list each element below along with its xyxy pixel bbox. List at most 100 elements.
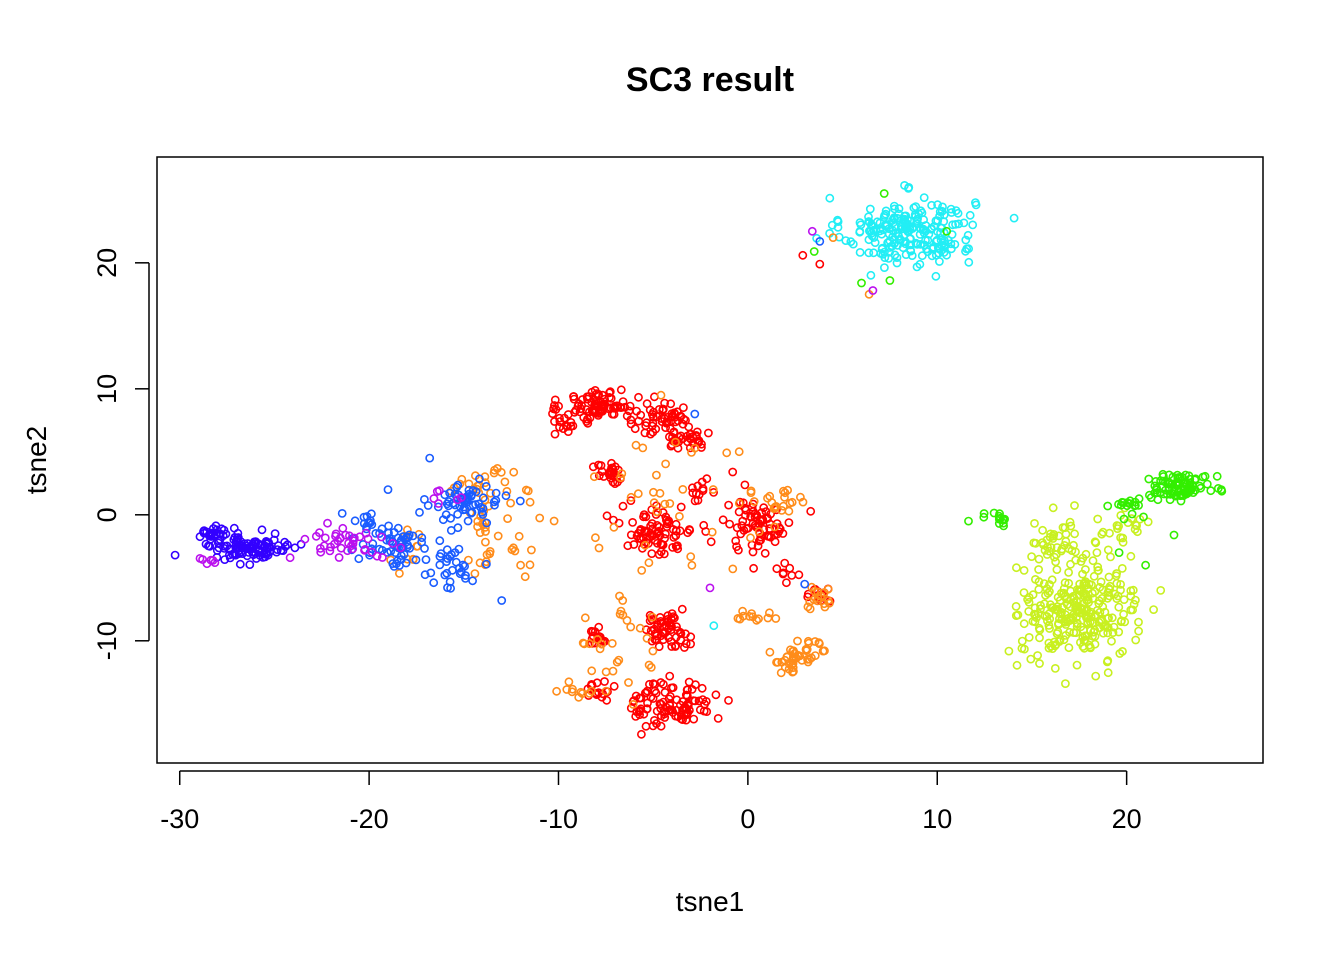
data-point — [1161, 485, 1170, 495]
data-point — [201, 539, 211, 549]
data-point — [772, 564, 782, 574]
data-point — [481, 559, 491, 569]
data-point — [1052, 629, 1062, 638]
data-point — [486, 488, 495, 498]
data-point — [458, 560, 468, 570]
data-point — [333, 536, 343, 546]
data-point — [699, 706, 709, 716]
data-point — [421, 555, 431, 564]
data-point — [884, 253, 894, 263]
data-point — [1085, 642, 1095, 652]
data-point — [1004, 646, 1014, 656]
data-point — [646, 626, 656, 636]
data-point — [485, 547, 495, 556]
data-point — [468, 576, 477, 586]
data-point — [1013, 610, 1023, 620]
data-point — [1019, 619, 1029, 629]
data-point — [665, 671, 675, 681]
data-point — [1092, 548, 1102, 557]
data-point — [653, 620, 662, 630]
data-point — [765, 524, 774, 533]
data-point — [738, 498, 748, 508]
data-point — [640, 428, 650, 438]
data-point — [841, 236, 851, 245]
data-point — [1050, 664, 1060, 673]
data-point — [404, 530, 414, 540]
data-point — [435, 552, 445, 561]
data-point — [510, 546, 520, 556]
data-point — [1107, 613, 1117, 623]
data-point — [1033, 651, 1042, 660]
data-point — [1012, 563, 1021, 573]
data-point — [785, 563, 795, 573]
data-point — [803, 602, 813, 612]
data-point — [979, 512, 989, 522]
data-point — [813, 596, 822, 606]
data-point — [1206, 486, 1216, 496]
data-point — [415, 508, 424, 517]
data-point — [1156, 586, 1166, 595]
data-point — [823, 596, 833, 605]
data-point — [609, 681, 619, 691]
data-point — [481, 481, 491, 491]
data-point — [628, 700, 638, 709]
data-point — [865, 204, 875, 214]
data-point — [594, 622, 604, 632]
data-point — [609, 522, 619, 532]
data-point — [1024, 633, 1034, 642]
data-point — [648, 531, 657, 541]
data-point — [550, 417, 559, 426]
data-point — [1066, 559, 1075, 569]
data-point — [866, 220, 876, 230]
data-point — [1011, 602, 1021, 611]
data-point — [1116, 585, 1125, 595]
data-point — [642, 633, 652, 643]
data-point — [687, 560, 697, 570]
data-point — [444, 497, 454, 506]
data-point — [481, 527, 490, 536]
data-point — [1151, 476, 1161, 486]
data-point — [482, 518, 492, 528]
data-point — [1130, 497, 1140, 507]
data-point — [625, 401, 635, 411]
data-point — [713, 714, 723, 723]
y-tick-label: 0 — [92, 507, 122, 522]
data-point — [938, 202, 947, 212]
data-point — [664, 516, 674, 526]
data-point — [881, 206, 891, 216]
data-point — [679, 403, 688, 412]
data-point — [283, 540, 292, 550]
data-point — [919, 215, 928, 225]
data-point — [1045, 624, 1054, 633]
data-point — [337, 509, 347, 518]
data-point — [933, 243, 943, 253]
data-point — [707, 527, 717, 537]
data-point — [1103, 545, 1113, 555]
data-point — [887, 241, 897, 251]
data-point — [890, 204, 899, 214]
data-point — [601, 667, 611, 677]
data-point — [1090, 625, 1100, 635]
data-point — [635, 706, 645, 715]
data-point — [1058, 523, 1068, 532]
data-point — [798, 250, 808, 260]
data-point — [535, 513, 545, 523]
data-point — [778, 529, 788, 538]
data-point — [688, 483, 697, 493]
data-point — [641, 721, 651, 731]
data-point — [667, 642, 677, 651]
data-point — [636, 525, 646, 534]
data-point — [749, 563, 758, 573]
data-point — [915, 223, 925, 233]
data-point — [228, 549, 237, 559]
data-point — [763, 613, 773, 623]
data-point — [1078, 553, 1088, 563]
data-point — [460, 561, 469, 571]
data-point — [676, 502, 686, 512]
data-point — [464, 479, 474, 489]
data-point — [846, 237, 856, 247]
data-point — [900, 223, 910, 233]
data-point — [440, 570, 450, 580]
data-point — [1012, 660, 1022, 670]
data-point — [222, 541, 232, 551]
